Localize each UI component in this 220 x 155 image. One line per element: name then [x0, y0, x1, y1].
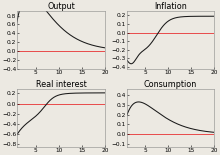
Title: Output: Output: [47, 2, 75, 11]
Title: Inflation: Inflation: [154, 2, 187, 11]
Title: Real interest: Real interest: [36, 80, 86, 89]
Title: Consumption: Consumption: [144, 80, 197, 89]
